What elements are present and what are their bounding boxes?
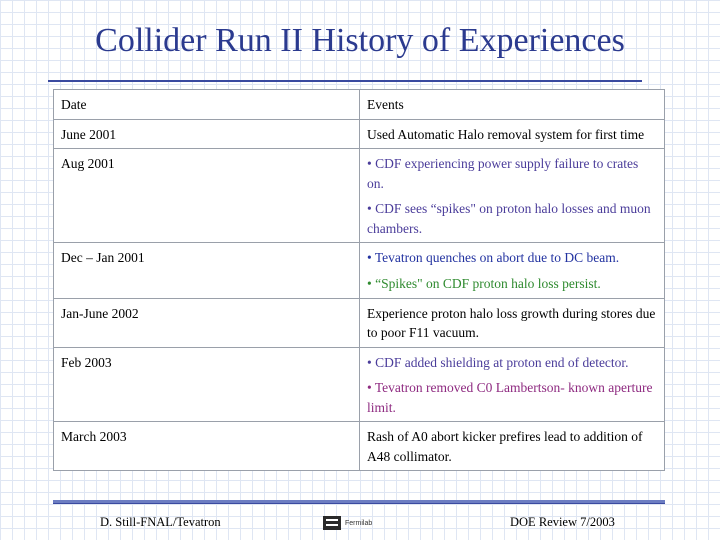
footer-event: DOE Review 7/2003 <box>510 515 615 529</box>
event-text: • CDF added shielding at proton end of d… <box>367 354 629 370</box>
event-text: • Tevatron quenches on abort due to DC b… <box>367 250 620 266</box>
fermilab-logo-text: Fermilab <box>345 519 373 527</box>
title-divider <box>48 80 642 82</box>
event-text: Experience proton halo loss growth durin… <box>367 305 656 341</box>
table-header-row: Date Events <box>53 89 665 120</box>
events-cell: • Tevatron quenches on abort due to DC b… <box>359 242 665 299</box>
table-row: March 2003 Rash of A0 abort kicker prefi… <box>53 421 665 472</box>
event-text: Used Automatic Halo removal system for f… <box>367 126 645 142</box>
table-row: Feb 2003 • CDF added shielding at proton… <box>53 346 665 423</box>
event-text: • CDF experiencing power supply failure … <box>367 156 639 191</box>
table-row: Aug 2001 • CDF experiencing power supply… <box>53 148 665 244</box>
date-cell: Jan-June 2002 <box>53 297 360 348</box>
fermilab-logo: Fermilab <box>323 513 383 533</box>
table-row: June 2001 Used Automatic Halo removal sy… <box>53 118 665 150</box>
table-row: Dec – Jan 2001 • Tevatron quenches on ab… <box>53 242 665 299</box>
date-cell: March 2003 <box>53 421 360 472</box>
event-text: • CDF sees “spikes" on proton halo losse… <box>367 201 651 236</box>
events-cell: Rash of A0 abort kicker prefires lead to… <box>359 421 665 472</box>
events-cell: • CDF experiencing power supply failure … <box>359 148 665 244</box>
events-table: Date Events June 2001 Used Automatic Hal… <box>53 89 665 472</box>
events-column-header: Events <box>359 89 665 120</box>
slide-title: Collider Run II History of Experiences <box>95 22 625 59</box>
date-cell: June 2001 <box>53 118 360 150</box>
events-cell: Experience proton halo loss growth durin… <box>359 297 665 348</box>
table-row: Jan-June 2002 Experience proton halo los… <box>53 297 665 348</box>
date-cell: Aug 2001 <box>53 148 360 244</box>
event-text: • “Spikes" on CDF proton halo loss persi… <box>367 275 601 291</box>
footer-divider <box>53 500 665 504</box>
date-cell: Dec – Jan 2001 <box>53 242 360 299</box>
events-cell: Used Automatic Halo removal system for f… <box>359 118 665 150</box>
date-cell: Feb 2003 <box>53 346 360 423</box>
event-text: • Tevatron removed C0 Lambertson- known … <box>367 380 653 415</box>
footer-author: D. Still-FNAL/Tevatron <box>100 515 221 529</box>
fermilab-logo-icon <box>323 516 341 530</box>
events-cell: • CDF added shielding at proton end of d… <box>359 346 665 423</box>
event-text: Rash of A0 abort kicker prefires lead to… <box>367 429 643 464</box>
date-column-header: Date <box>53 89 360 120</box>
